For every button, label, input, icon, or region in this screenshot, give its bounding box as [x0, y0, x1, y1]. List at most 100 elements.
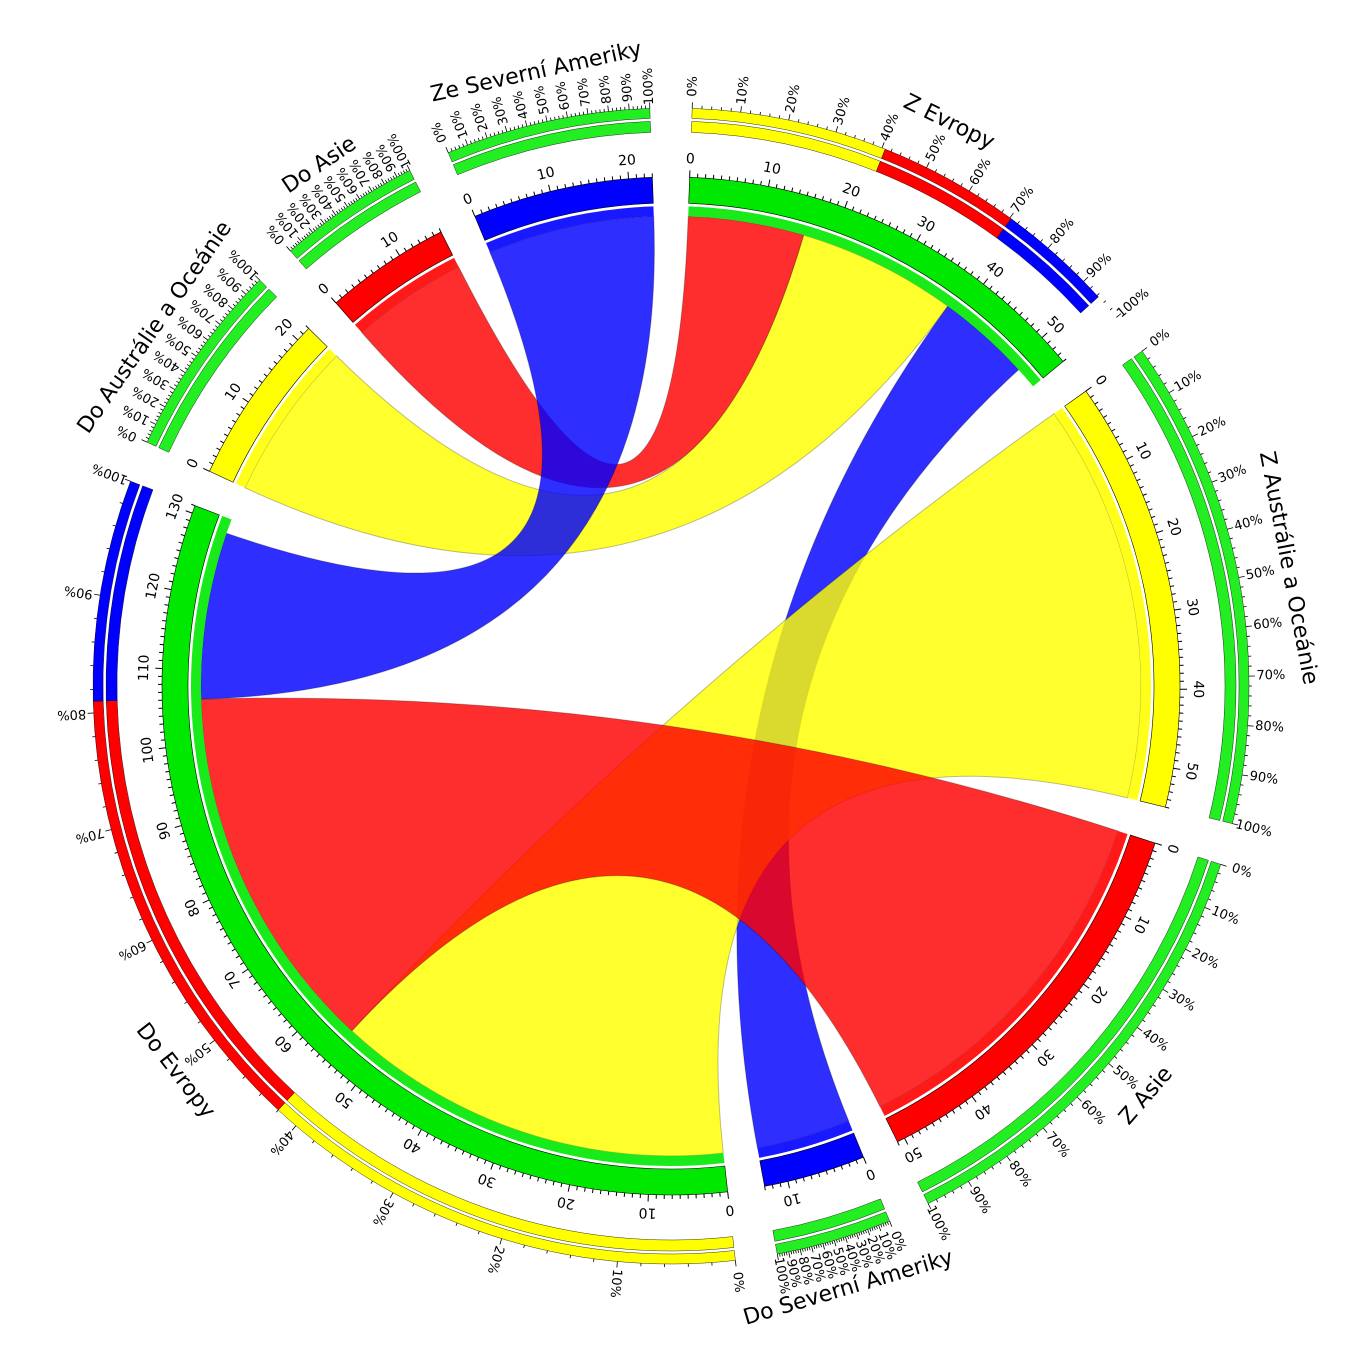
- percent-tick: [983, 1171, 987, 1175]
- segment-inner-strip: [1054, 407, 1152, 801]
- percent-tick: [222, 316, 226, 319]
- value-tick: [258, 988, 263, 992]
- value-tick: [378, 1103, 382, 1108]
- percent-tick: [481, 136, 484, 140]
- value-tick: [384, 1108, 388, 1113]
- percent-tick: [158, 412, 162, 415]
- percent-tick: [226, 1058, 230, 1062]
- value-tick: [469, 1153, 472, 1159]
- segment-arc: [335, 231, 454, 323]
- value-tick-label: 40: [1190, 680, 1206, 698]
- percent-tick: [786, 1252, 788, 1256]
- value-tick: [454, 1147, 458, 1152]
- percent-tick: [840, 1238, 843, 1242]
- value-tick: [787, 1181, 791, 1189]
- value-tick-label: 90: [154, 820, 174, 842]
- percent-tick: [569, 1255, 571, 1259]
- value-tick: [189, 862, 195, 866]
- percent-tick: [180, 374, 184, 377]
- value-tick: [1162, 554, 1168, 557]
- share-band-outer: [146, 279, 268, 447]
- percent-tick: [818, 1244, 820, 1248]
- value-tick: [909, 232, 913, 237]
- value-tick: [795, 1179, 798, 1184]
- percent-tick: [389, 1192, 394, 1199]
- percent-tick: [160, 408, 164, 411]
- value-tick-label: 0: [1091, 372, 1109, 389]
- percent-tick-label: 80%: [1005, 1158, 1034, 1190]
- value-tick: [215, 920, 220, 924]
- value-tick: [208, 906, 213, 910]
- value-tick: [963, 266, 968, 271]
- percent-tick: [1063, 1109, 1067, 1113]
- value-tick: [240, 962, 244, 966]
- value-tick: [235, 955, 240, 959]
- value-tick: [580, 180, 582, 186]
- percent-tick: [1069, 265, 1073, 268]
- percent-tick-label: 30%: [369, 1196, 396, 1229]
- value-tick: [1136, 478, 1141, 482]
- value-tick: [945, 1114, 949, 1119]
- percent-tick: [504, 125, 508, 132]
- percent-tick: [1028, 1139, 1032, 1143]
- percent-tick: [328, 215, 332, 219]
- value-tick: [802, 1177, 805, 1182]
- percent-tick: [1109, 307, 1113, 311]
- value-tick: [187, 855, 192, 858]
- value-tick-label: 10: [782, 1189, 803, 1209]
- percent-tick: [255, 275, 260, 281]
- percent-tick: [484, 132, 488, 139]
- value-tick: [818, 1172, 821, 1178]
- percent-tick: [1090, 285, 1093, 289]
- percent-tick: [343, 201, 348, 208]
- percent-tick: [960, 183, 963, 187]
- percent-tick: [159, 403, 166, 408]
- value-tick: [202, 892, 207, 895]
- value-tick: [1101, 957, 1105, 961]
- value-tick: [176, 549, 181, 552]
- percent-tick: [586, 108, 589, 115]
- segment-inner-strip: [757, 1121, 853, 1158]
- percent-tick: [783, 1252, 786, 1256]
- percent-tick-label: 30%: [489, 95, 512, 127]
- value-tick: [965, 1100, 969, 1105]
- percent-tick: [1035, 1133, 1039, 1137]
- value-tick: [1030, 323, 1035, 327]
- percent-tick: [149, 429, 153, 432]
- segment-arc: [1064, 390, 1181, 808]
- value-tick: [447, 1144, 450, 1149]
- percent-tick: [836, 1239, 838, 1243]
- value-tick: [164, 604, 169, 606]
- value-tick: [495, 203, 498, 208]
- value-tick: [198, 884, 203, 888]
- value-tick: [1172, 601, 1178, 603]
- percent-tick-label: 20%: [468, 101, 491, 133]
- value-tick: [249, 392, 254, 397]
- value-tick: [1025, 317, 1029, 322]
- percent-tick: [1017, 220, 1020, 224]
- percent-tick: [865, 1230, 867, 1234]
- percent-tick-label: 90%: [619, 73, 636, 103]
- percent-tick-label: 100%: [1114, 286, 1152, 321]
- value-tick-label: 20: [556, 1193, 577, 1212]
- value-tick-label: 120: [143, 572, 164, 601]
- value-tick: [168, 580, 173, 583]
- value-tick: [599, 1190, 602, 1195]
- value-tick: [1087, 977, 1092, 981]
- value-tick: [223, 433, 228, 437]
- value-tick: [521, 1172, 524, 1178]
- value-tick: [825, 1170, 828, 1175]
- value-tick: [1062, 358, 1067, 362]
- percent-tick: [1167, 981, 1171, 984]
- percent-tick-label: 20%: [1196, 414, 1229, 440]
- percent-tick: [1147, 1012, 1151, 1015]
- value-tick: [242, 397, 249, 403]
- percent-tick-label: 80%: [795, 1255, 816, 1287]
- value-tick: [1013, 306, 1017, 311]
- percent-tick: [331, 1154, 334, 1158]
- percent-tick: [873, 1226, 876, 1231]
- percent-tick-label: 70%: [74, 824, 106, 846]
- percent-tick: [106, 547, 110, 550]
- percent-tick: [227, 309, 231, 313]
- value-tick-label: 0: [724, 1201, 735, 1218]
